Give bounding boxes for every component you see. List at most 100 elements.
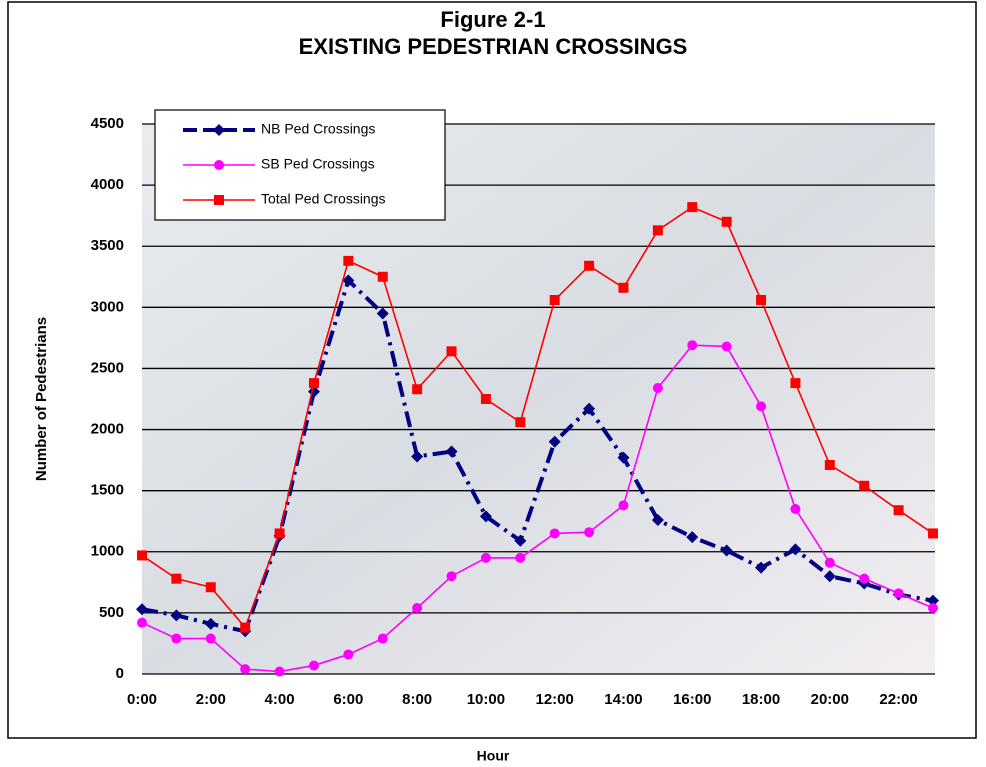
- marker: [480, 394, 491, 404]
- marker: [789, 543, 802, 556]
- marker: [342, 274, 355, 287]
- marker: [584, 260, 595, 271]
- marker: [205, 633, 216, 644]
- x-tick-label: 4:00: [265, 691, 295, 708]
- x-tick-label: 18:00: [742, 691, 780, 708]
- marker: [790, 378, 801, 389]
- marker: [824, 557, 835, 568]
- series: [137, 340, 938, 677]
- marker: [687, 202, 698, 213]
- marker: [893, 588, 904, 599]
- y-tick-label: 500: [99, 604, 124, 621]
- legend-marker: [214, 195, 224, 205]
- marker: [617, 451, 630, 464]
- marker: [790, 504, 801, 514]
- marker: [549, 295, 560, 305]
- series-line: [141, 206, 934, 630]
- marker: [652, 225, 663, 236]
- marker: [652, 383, 663, 393]
- marker: [720, 544, 733, 557]
- marker: [651, 514, 664, 526]
- marker: [515, 417, 526, 428]
- marker: [411, 450, 424, 463]
- marker: [859, 480, 870, 491]
- x-tick-label: 20:00: [811, 691, 849, 708]
- marker: [308, 660, 319, 671]
- x-tick-label: 12:00: [536, 691, 574, 708]
- marker: [205, 582, 216, 593]
- marker: [583, 402, 596, 415]
- marker: [343, 255, 354, 266]
- legend-marker: [214, 160, 224, 170]
- marker: [446, 571, 457, 582]
- x-tick-label: 16:00: [673, 691, 711, 708]
- marker: [343, 649, 354, 660]
- marker: [446, 346, 457, 357]
- chart-title: Figure 2-1: [440, 7, 545, 32]
- x-axis-label: Hour: [477, 748, 510, 764]
- marker: [515, 552, 526, 563]
- x-tick-label: 10:00: [467, 691, 505, 708]
- marker: [893, 505, 904, 516]
- y-axis-label: Number of Pedestrians: [33, 317, 50, 481]
- y-tick-label: 4500: [91, 115, 124, 132]
- marker: [686, 531, 699, 544]
- marker: [137, 617, 147, 628]
- y-tick-label: 1500: [91, 482, 124, 499]
- marker: [171, 633, 182, 644]
- y-tick-label: 2500: [91, 359, 124, 376]
- marker: [240, 622, 251, 633]
- marker: [721, 341, 732, 352]
- marker: [823, 570, 836, 583]
- series: [137, 202, 938, 633]
- x-tick-label: 2:00: [196, 691, 226, 708]
- x-tick-label: 14:00: [604, 691, 642, 708]
- marker: [755, 561, 768, 574]
- y-tick-label: 2000: [91, 421, 124, 438]
- marker: [756, 295, 767, 305]
- legend-marker: [213, 124, 225, 136]
- marker: [859, 573, 870, 584]
- x-tick-label: 22:00: [879, 691, 917, 708]
- marker: [549, 528, 560, 539]
- x-tick-label: 0:00: [127, 691, 157, 708]
- marker: [412, 384, 423, 395]
- marker: [274, 528, 285, 539]
- x-tick-label: 6:00: [333, 691, 363, 708]
- marker: [240, 664, 251, 675]
- marker: [618, 500, 629, 511]
- marker: [136, 603, 148, 616]
- chart-subtitle: EXISTING PEDESTRIAN CROSSINGS: [299, 34, 688, 59]
- y-tick-label: 3500: [91, 237, 124, 254]
- marker: [928, 603, 938, 613]
- marker: [548, 435, 561, 448]
- marker: [274, 666, 285, 677]
- marker: [824, 460, 835, 470]
- marker: [308, 378, 319, 389]
- series: [136, 274, 939, 638]
- series-line: [141, 276, 934, 634]
- marker: [927, 594, 939, 607]
- legend-label: NB Ped Crossings: [261, 121, 375, 137]
- x-tick-label: 8:00: [402, 691, 432, 708]
- marker: [445, 445, 458, 458]
- marker: [514, 534, 527, 547]
- y-tick-label: 0: [116, 665, 124, 682]
- marker: [687, 340, 698, 351]
- marker: [480, 552, 491, 563]
- marker: [137, 550, 147, 561]
- legend-label: Total Ped Crossings: [261, 191, 386, 207]
- marker: [618, 282, 629, 293]
- marker: [170, 609, 183, 622]
- y-tick-label: 3000: [91, 298, 124, 315]
- marker: [412, 603, 423, 613]
- marker: [584, 527, 595, 538]
- marker: [377, 633, 388, 644]
- marker: [928, 528, 938, 539]
- series-line: [141, 344, 934, 673]
- marker: [479, 510, 492, 523]
- legend-label: SB Ped Crossings: [261, 156, 375, 172]
- marker: [204, 617, 217, 630]
